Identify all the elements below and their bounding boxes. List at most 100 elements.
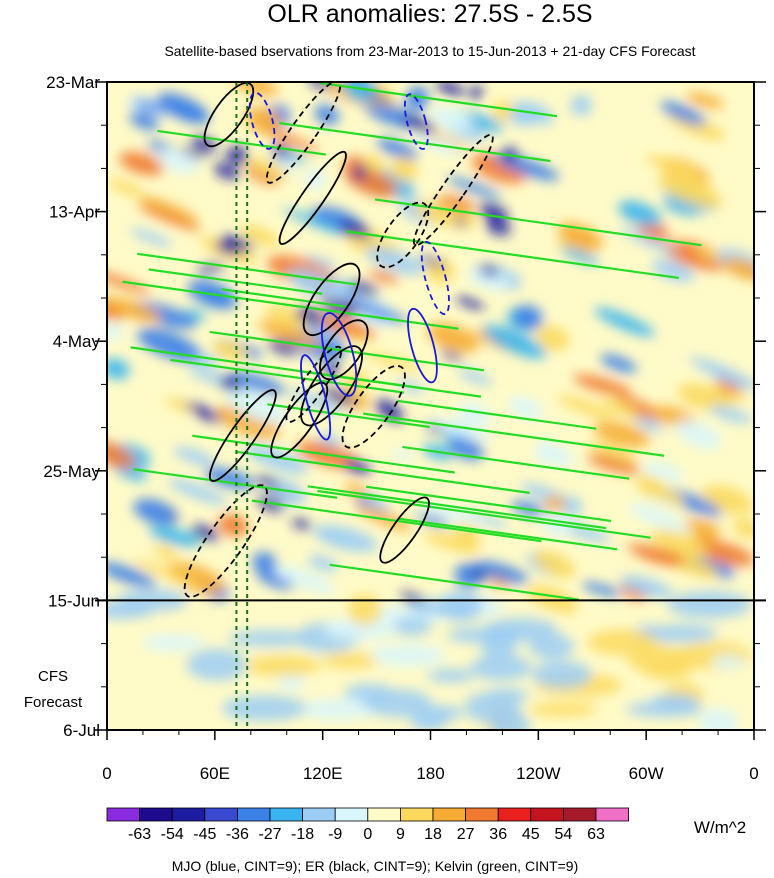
olr-anomaly-patch: [619, 575, 673, 598]
olr-strong-negative-patch: [440, 350, 463, 361]
olr-anomaly-patch: [492, 100, 513, 121]
olr-anomaly-patch: [627, 543, 687, 564]
er-contour: [285, 345, 343, 423]
colorbar: [106, 807, 629, 822]
olr-anomaly-patch: [456, 402, 493, 426]
olr-strong-negative-patch: [454, 217, 467, 227]
olr-anomaly-patch: [657, 175, 723, 209]
olr-anomaly-patch: [708, 405, 752, 424]
olr-anomaly-patch: [686, 92, 725, 109]
olr-anomaly-patch: [508, 396, 543, 420]
olr-anomaly-patch: [107, 438, 136, 469]
olr-anomaly-patch: [560, 246, 600, 265]
olr-anomaly-patch: [317, 531, 353, 550]
er-contour: [270, 381, 329, 459]
olr-anomaly-patch: [513, 305, 543, 331]
forecast-label-cfs: CFS: [38, 668, 68, 685]
olr-anomaly-patch: [138, 205, 203, 232]
olr-anomaly-patch: [643, 483, 686, 505]
olr-anomaly-patch: [618, 227, 679, 256]
olr-anomaly-patch: [706, 387, 747, 403]
olr-strong-negative-patch: [268, 339, 297, 355]
olr-forecast-patch: [531, 660, 592, 689]
colorbar-tick-label: 9: [396, 826, 405, 843]
colorbar-swatch: [106, 807, 140, 822]
olr-anomaly-patch: [270, 564, 337, 594]
kelvin-contour: [307, 485, 607, 530]
colorbar-tick-label: 45: [522, 826, 540, 843]
olr-anomaly-patch: [425, 417, 494, 442]
colorbar-swatch: [465, 807, 499, 822]
x-tick-label: 120E: [303, 764, 343, 783]
olr-anomaly-patch: [618, 200, 662, 227]
olr-strong-negative-patch: [344, 459, 371, 475]
legend-note: MJO (blue, CINT=9); ER (black, CINT=9); …: [172, 858, 579, 874]
olr-anomaly-patch: [558, 222, 604, 251]
colorbar-tick-label: 63: [587, 826, 605, 843]
olr-anomaly-patch: [627, 503, 689, 533]
olr-anomaly-patch: [107, 358, 130, 380]
olr-anomaly-patch: [365, 247, 425, 275]
olr-forecast-patch: [186, 648, 247, 681]
olr-anomaly-patch: [149, 526, 201, 547]
kelvin-contour: [363, 412, 665, 457]
olr-forecast-patch: [370, 643, 446, 667]
olr-anomaly-patch: [674, 420, 722, 449]
colorbar-tick-label: 54: [555, 826, 573, 843]
olr-strong-negative-patch: [402, 116, 437, 133]
olr-anomaly-patch: [184, 309, 207, 320]
olr-anomaly-patch: [482, 324, 547, 359]
olr-forecast-patch: [364, 689, 432, 718]
olr-strong-negative-patch: [455, 296, 485, 310]
olr-anomaly-patch: [245, 106, 282, 134]
olr-anomaly-patch: [635, 416, 663, 433]
colorbar-swatch: [204, 807, 238, 822]
colorbar-swatch: [432, 807, 466, 822]
x-tick-label: 60W: [629, 764, 664, 783]
olr-anomaly-patch: [167, 562, 225, 595]
mjo-contour: [300, 354, 332, 441]
olr-forecast-patch: [325, 620, 396, 640]
olr-strong-negative-patch: [348, 281, 379, 297]
olr-anomaly-patch: [167, 478, 228, 505]
mjo-contour: [320, 312, 358, 397]
olr-anomaly-patch: [132, 98, 172, 114]
x-tick-label: 0: [102, 764, 111, 783]
x-tick-label: 120W: [516, 764, 560, 783]
er-contour: [379, 496, 430, 564]
olr-anomaly-patch: [645, 155, 699, 174]
olr-anomaly-patch: [132, 559, 199, 587]
olr-anomaly-patch: [304, 255, 337, 269]
olr-anomaly-patch: [473, 560, 529, 584]
colorbar-tick-label: 0: [363, 826, 372, 843]
y-tick-label: 25-May: [43, 462, 100, 481]
olr-anomaly-patch: [660, 101, 707, 126]
er-contour: [208, 389, 277, 482]
olr-anomaly-patch: [217, 513, 249, 537]
colorbar-tick-label: 27: [457, 826, 475, 843]
forecast-label-forecast: Forecast: [24, 694, 83, 711]
y-tick-label: 13-Apr: [49, 203, 100, 222]
olr-forecast-patch: [321, 652, 379, 669]
colorbar-swatch: [530, 807, 564, 822]
olr-strong-negative-patch: [322, 388, 357, 405]
olr-anomaly-patch: [684, 519, 722, 536]
olr-forecast-patch: [438, 590, 483, 622]
olr-strong-negative-patch: [184, 402, 217, 417]
olr-anomaly-patch: [390, 157, 418, 182]
olr-anomaly-patch: [405, 86, 429, 112]
olr-forecast-patch: [698, 708, 739, 730]
colorbar-tick-label: -9: [328, 826, 342, 843]
olr-forecast-patch: [221, 695, 307, 722]
olr-anomaly-patch: [369, 270, 399, 284]
olr-strong-negative-patch: [418, 255, 446, 268]
olr-forecast-patch: [141, 634, 206, 652]
kelvin-contour: [374, 198, 702, 247]
olr-strong-negative-patch: [191, 136, 217, 152]
olr-anomaly-patch: [446, 176, 502, 199]
colorbar-swatch: [595, 807, 629, 822]
olr-forecast-patch: [245, 655, 321, 677]
olr-anomaly-patch: [107, 297, 162, 323]
olr-anomaly-patch: [137, 328, 201, 362]
olr-anomaly-patch: [107, 562, 156, 588]
